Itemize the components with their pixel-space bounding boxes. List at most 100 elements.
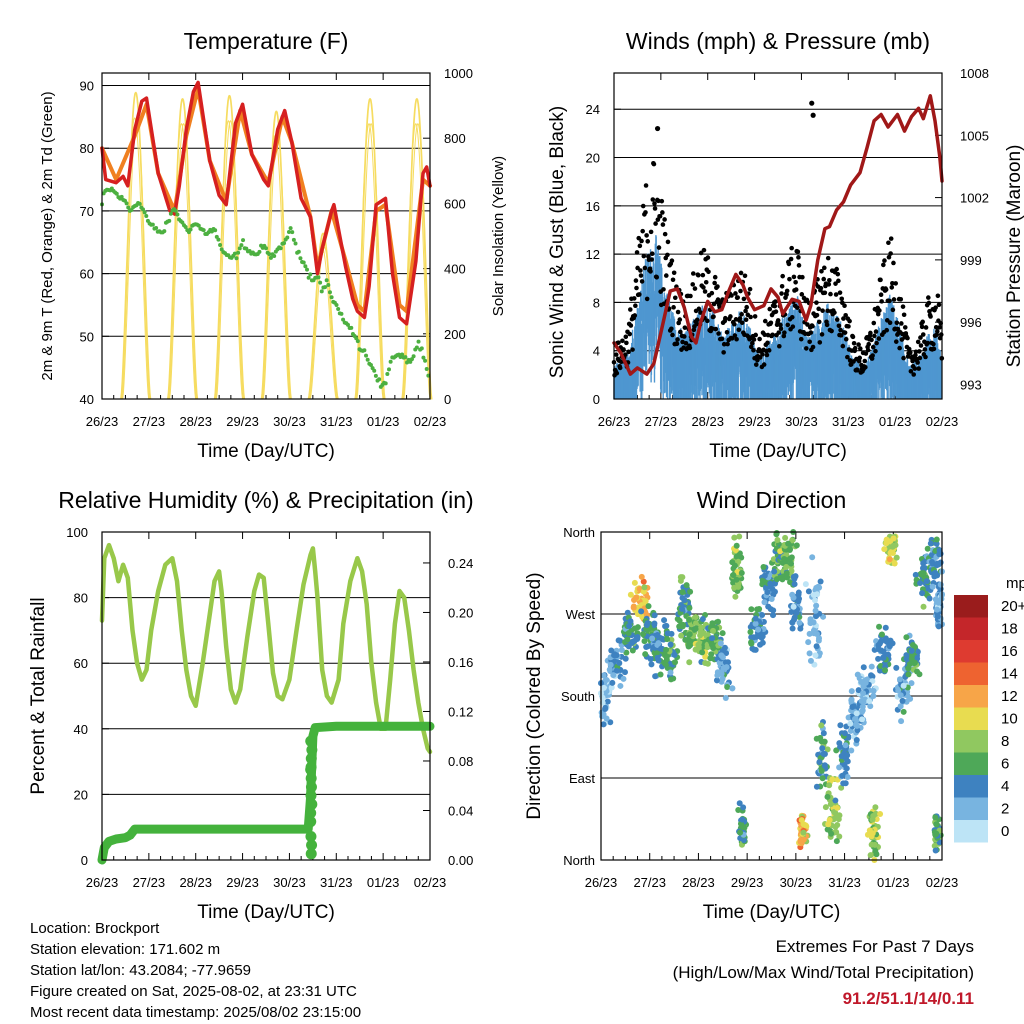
direction-xtick-label: 29/23	[731, 875, 764, 890]
direction-point	[908, 647, 915, 654]
direction-point	[608, 684, 615, 691]
temperature-dewpoint-point	[196, 223, 201, 228]
winds-xtick-label: 30/23	[785, 414, 818, 429]
winds-gust-point	[775, 318, 781, 323]
direction-point	[889, 549, 896, 556]
direction-point	[738, 569, 745, 576]
winds-gust-point	[640, 203, 646, 209]
direction-point	[860, 664, 867, 671]
direction-point	[806, 650, 813, 657]
direction-point	[848, 688, 855, 695]
direction-ytick-label: North	[563, 525, 595, 540]
winds-gust-point	[898, 296, 904, 302]
direction-point	[789, 625, 796, 632]
winds-gust-point	[871, 320, 877, 326]
winds-gust-point	[691, 327, 697, 333]
temperature-dewpoint-point	[326, 283, 331, 288]
humidity-rain-point	[305, 781, 317, 793]
direction-point	[777, 548, 784, 555]
winds-gust-point	[652, 201, 657, 206]
direction-point	[927, 540, 934, 547]
direction-point	[854, 671, 861, 678]
direction-point	[600, 684, 607, 691]
direction-point	[600, 672, 607, 679]
temperature-ytick-label: 50	[80, 329, 94, 344]
direction-point	[773, 531, 780, 538]
direction-point	[929, 583, 936, 590]
winds-gust-point	[631, 296, 637, 301]
winds-gust-point	[795, 305, 800, 310]
direction-point	[881, 546, 888, 553]
winds-gust-point	[821, 276, 827, 282]
winds-gust-point	[868, 330, 873, 336]
direction-point	[740, 837, 747, 844]
direction-point	[926, 595, 933, 602]
winds-gust-point	[778, 326, 784, 332]
winds-gust-point	[743, 317, 749, 323]
humidity-y2tick-label: 0.20	[448, 605, 473, 620]
winds-gust-point	[765, 340, 770, 346]
colorbar-label: 0	[1001, 823, 1009, 840]
direction-point	[713, 677, 720, 684]
winds-gust-point	[671, 305, 676, 310]
winds-gust-point	[732, 333, 738, 338]
direction-point	[640, 588, 647, 595]
winds-gust-point	[789, 245, 794, 251]
direction-point	[718, 670, 725, 677]
direction-point	[805, 588, 812, 595]
winds-gust-point	[665, 252, 670, 258]
direction-point	[761, 572, 768, 579]
direction-point	[858, 709, 865, 716]
temperature-dewpoint-point	[416, 339, 421, 344]
winds-gust-point	[908, 350, 913, 355]
winds-gust-point	[690, 282, 696, 287]
direction-point	[817, 735, 824, 742]
humidity-rain-point	[305, 790, 317, 802]
direction-point	[809, 554, 816, 561]
winds-gust-point	[778, 322, 783, 328]
winds-gust-point	[821, 265, 827, 271]
direction-point	[869, 830, 876, 837]
direction-point	[736, 533, 743, 540]
temperature-solar-line	[214, 94, 244, 400]
temperature-dewpoint-point	[341, 317, 346, 322]
direction-point	[891, 560, 898, 567]
colorbar-swatch	[954, 730, 988, 753]
direction-point	[833, 747, 840, 754]
direction-point	[756, 606, 763, 613]
winds-ytick-label: 8	[593, 295, 600, 310]
direction-point	[668, 676, 675, 683]
direction-point	[607, 661, 614, 668]
winds-gust-point	[935, 293, 941, 299]
winds-gust-point	[913, 349, 919, 355]
winds-gust-point	[650, 197, 656, 202]
winds-gust-point	[881, 262, 886, 268]
direction-point	[662, 660, 669, 667]
winds-gust-point	[760, 352, 765, 357]
direction-point	[704, 632, 711, 639]
winds-y2tick-label: 999	[960, 253, 982, 268]
winds-gust-point	[834, 317, 840, 322]
direction-point	[709, 635, 716, 642]
winds-gust-point	[627, 331, 633, 337]
winds-gust-point	[649, 257, 654, 262]
direction-point	[853, 710, 860, 717]
temperature-solar-line	[169, 123, 199, 400]
winds-gust-point	[652, 206, 658, 211]
direction-xtick-label: 26/23	[585, 875, 618, 890]
direction-point	[854, 722, 861, 729]
winds-gust-point	[893, 339, 899, 344]
winds-gust-point	[891, 260, 896, 266]
direction-point	[760, 564, 767, 571]
direction-point	[883, 540, 890, 547]
direction-point	[933, 540, 940, 547]
colorbar-label: 20+	[1001, 598, 1024, 615]
humidity-rain-point	[306, 744, 318, 756]
direction-xlabel: Time (Day/UTC)	[703, 902, 841, 923]
temperature-dewpoint-point	[372, 368, 377, 373]
direction-point	[661, 617, 668, 624]
direction-point	[827, 801, 834, 808]
winds-xtick-label: 02/23	[926, 414, 959, 429]
winds-pressure-line	[612, 94, 944, 376]
direction-point	[664, 636, 671, 643]
